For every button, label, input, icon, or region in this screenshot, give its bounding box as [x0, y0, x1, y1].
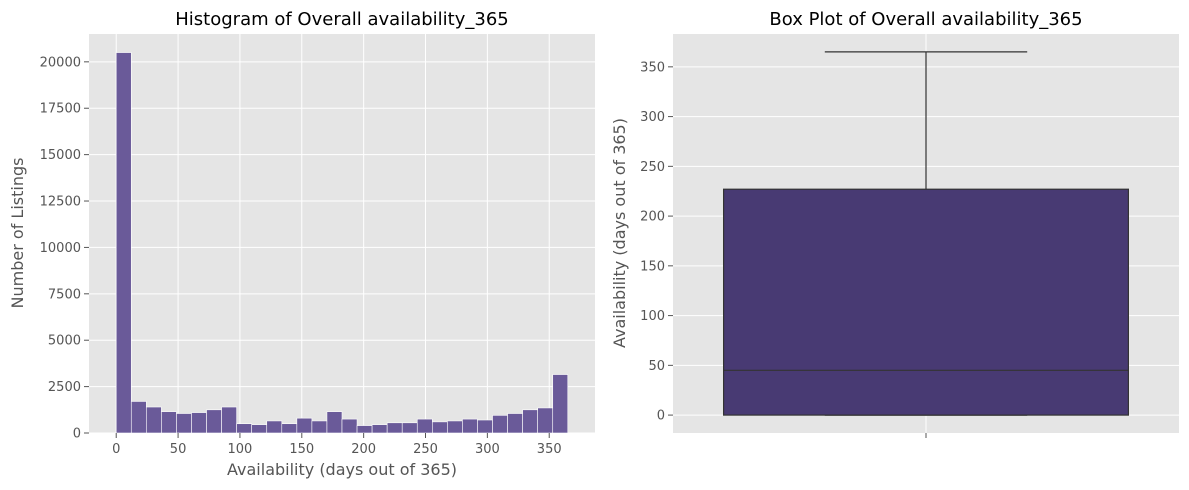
histogram-bar	[447, 420, 463, 434]
histogram-bar	[221, 406, 237, 434]
histogram-bar	[206, 409, 222, 434]
histogram-bar	[146, 406, 162, 434]
histogram-bar	[341, 418, 358, 434]
boxplot-y-tick-label: 300	[640, 110, 665, 125]
histogram-x-tick-label: 300	[475, 442, 500, 457]
histogram-bar	[371, 424, 388, 434]
boxplot-y-tick-label: 250	[640, 160, 665, 175]
histogram-bar	[522, 409, 538, 434]
boxplot-panel: 0 50 100 150 200 250 300 350 Box Plot of Overal…	[610, 9, 1179, 438]
histogram-bar	[311, 420, 328, 434]
histogram-bars	[115, 52, 569, 434]
histogram-plot-area	[89, 34, 595, 433]
histogram-x-axis-label: Availability (days out of 365)	[227, 460, 457, 479]
histogram-y-tick-label: 10000	[40, 241, 81, 256]
histogram-bar	[266, 420, 283, 434]
histogram-bar	[462, 418, 478, 434]
histogram-gridlines	[89, 34, 595, 434]
histogram-bar	[161, 411, 177, 434]
histogram-x-tick-label: 200	[351, 442, 376, 457]
histogram-bar	[326, 411, 343, 434]
histogram-x-tick-label: 250	[413, 442, 438, 457]
histogram-bar	[477, 419, 493, 434]
histogram-bar	[401, 422, 418, 434]
boxplot-y-tick-label: 200	[640, 210, 665, 225]
histogram-bar	[552, 374, 569, 434]
histogram-title: Histogram of Overall availability_365	[175, 9, 508, 30]
histogram-bar	[176, 413, 192, 434]
boxplot-y-tick-label: 100	[640, 309, 665, 324]
histogram-bar	[281, 423, 298, 434]
histogram-bar	[416, 418, 433, 434]
boxplot-title: Box Plot of Overall availability_365	[769, 9, 1082, 30]
histogram-bar	[130, 401, 147, 434]
histogram-y-axis-label: Number of Listings	[8, 158, 27, 309]
boxplot-y-tick-label: 50	[648, 359, 665, 374]
boxplot-y-tick-label: 350	[640, 60, 665, 75]
histogram-y-tick-label: 5000	[48, 334, 81, 349]
histogram-bar	[492, 415, 508, 434]
histogram-y-tick-label: 7500	[48, 287, 81, 302]
histogram-panel: 0 50 100 150 200 250 300 350 0 2500 5000 7500 10000…	[8, 9, 595, 479]
histogram-x-tick-label: 0	[112, 442, 120, 457]
histogram-x-tick-label: 350	[537, 442, 562, 457]
histogram-bar	[251, 424, 268, 434]
histogram-bar	[537, 407, 554, 434]
histogram-y-tick-label: 15000	[40, 148, 81, 163]
histogram-y-tick-label: 12500	[40, 195, 81, 210]
histogram-y-tick-label: 20000	[40, 55, 81, 70]
histogram-bar	[236, 423, 252, 434]
histogram-y-tick-label: 2500	[48, 380, 81, 395]
boxplot-y-ticks: 0 50 100 150 200 250 300 350	[640, 60, 673, 424]
histogram-bar	[386, 422, 403, 434]
histogram-bar	[432, 421, 448, 434]
boxplot-box	[722, 188, 1129, 416]
histogram-x-tick-label: 50	[170, 442, 187, 457]
histogram-bar	[296, 417, 313, 434]
histogram-x-tick-label: 100	[228, 442, 253, 457]
histogram-y-ticks: 0 2500 5000 7500 10000 12500 15000 17500 20000	[40, 55, 89, 442]
histogram-bar	[356, 425, 373, 434]
histogram-bar	[191, 412, 207, 434]
histogram-x-tick-label: 150	[289, 442, 314, 457]
boxplot-shapes	[722, 51, 1129, 416]
histogram-x-ticks: 0 50 100 150 200 250 300 350	[112, 433, 562, 457]
histogram-bar	[115, 52, 132, 434]
boxplot-y-tick-label: 150	[640, 259, 665, 274]
histogram-bar	[507, 413, 523, 434]
histogram-y-tick-label: 0	[73, 427, 81, 442]
boxplot-y-axis-label: Availability (days out of 365)	[610, 118, 629, 348]
histogram-y-tick-label: 17500	[40, 102, 81, 117]
boxplot-y-tick-label: 0	[657, 409, 665, 424]
